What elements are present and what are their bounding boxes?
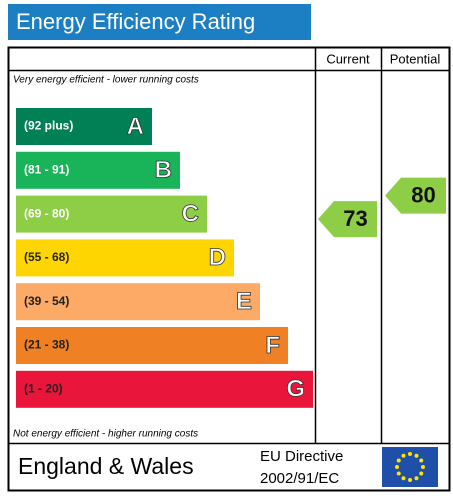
band-letter: D — [209, 244, 226, 271]
band-letter: F — [265, 332, 280, 359]
band-range: (55 - 68) — [24, 250, 69, 264]
bottom-note: Not energy efficient - higher running co… — [13, 429, 198, 440]
column-header: Potential — [390, 51, 441, 66]
eu-star — [401, 453, 406, 458]
band-range: (21 - 38) — [24, 338, 69, 352]
eu-star — [395, 465, 399, 469]
band-letter: A — [127, 113, 144, 140]
rating-arrow — [385, 177, 446, 214]
footer-directive: 2002/91/EC — [260, 470, 339, 487]
band-range: (1 - 20) — [24, 381, 63, 395]
eu-star — [408, 478, 412, 482]
title: Energy Efficiency Rating — [16, 9, 255, 34]
eu-star — [396, 458, 401, 463]
eu-star — [421, 465, 425, 469]
eu-star — [408, 452, 412, 456]
eu-star — [419, 458, 424, 463]
band-range: (92 plus) — [24, 119, 73, 133]
band-range: (69 - 80) — [24, 206, 69, 220]
eu-star — [419, 471, 424, 476]
eu-star — [401, 476, 406, 481]
band-bar — [16, 108, 152, 145]
rating-arrow — [318, 201, 377, 238]
rating-value: 80 — [411, 182, 435, 207]
eu-star — [396, 471, 401, 476]
band-letter: C — [182, 200, 199, 227]
band-bar — [16, 151, 180, 189]
band-bar — [16, 370, 313, 408]
frame — [7, 46, 451, 492]
top-note: Very energy efficient - lower running co… — [13, 75, 199, 86]
column-header: Current — [326, 51, 370, 66]
band-range: (39 - 54) — [24, 294, 69, 308]
footer-region: England & Wales — [18, 453, 194, 479]
band-letter: G — [286, 376, 305, 403]
eu-star — [414, 453, 419, 458]
band-range: (81 - 91) — [24, 162, 69, 176]
band-bar — [16, 239, 234, 277]
band-letter: E — [236, 288, 252, 315]
band-letter: B — [155, 157, 172, 184]
rating-value: 73 — [343, 206, 367, 231]
band-bar — [16, 195, 207, 233]
footer-directive: EU Directive — [260, 448, 343, 465]
eu-stars — [395, 452, 425, 482]
band-bar — [16, 327, 288, 364]
title-bar — [8, 4, 311, 40]
band-bar — [16, 283, 260, 321]
eu-star — [414, 476, 419, 481]
